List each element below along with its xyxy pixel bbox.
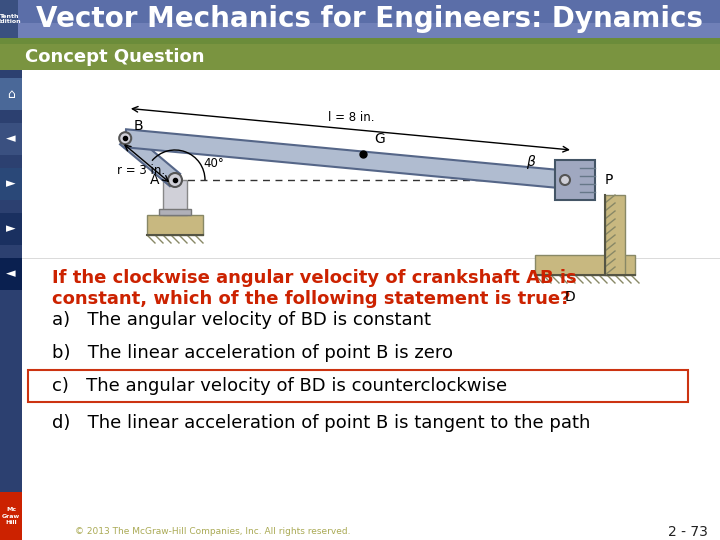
Text: Mc
Graw
Hill: Mc Graw Hill	[2, 507, 20, 525]
Text: c)   The angular velocity of BD is counterclockwise: c) The angular velocity of BD is counter…	[52, 377, 507, 395]
Bar	[605, 195, 625, 275]
Bar	[147, 215, 203, 235]
Text: © 2013 The McGraw-Hill Companies, Inc. All rights reserved.: © 2013 The McGraw-Hill Companies, Inc. A…	[75, 528, 351, 537]
Text: r = 3 in.: r = 3 in.	[117, 164, 165, 177]
Polygon shape	[125, 129, 571, 189]
Text: P: P	[605, 173, 613, 187]
Text: constant, which of the following statement is true?: constant, which of the following stateme…	[52, 290, 570, 308]
Bar	[22, 70, 720, 258]
Bar	[159, 209, 191, 215]
Text: b)   The linear acceleration of point B is zero: b) The linear acceleration of point B is…	[52, 344, 453, 362]
Text: If the clockwise angular velocity of crankshaft AB is: If the clockwise angular velocity of cra…	[52, 269, 577, 287]
Text: Tenth
Edition: Tenth Edition	[0, 14, 22, 24]
Bar	[535, 255, 635, 275]
Circle shape	[560, 175, 570, 185]
Text: G: G	[374, 132, 385, 146]
Bar	[0, 78, 22, 110]
Text: a)   The angular velocity of BD is constant: a) The angular velocity of BD is constan…	[52, 311, 431, 329]
Text: ◄: ◄	[6, 267, 16, 280]
Bar	[0, 0, 18, 38]
Polygon shape	[120, 132, 180, 186]
Text: l = 8 in.: l = 8 in.	[328, 111, 375, 124]
Bar	[0, 44, 720, 70]
Bar	[0, 123, 22, 155]
Text: ►: ►	[6, 222, 16, 235]
Bar	[0, 213, 22, 245]
Text: Vector Mechanics for Engineers: Dynamics: Vector Mechanics for Engineers: Dynamics	[37, 5, 703, 33]
Text: ◄: ◄	[6, 132, 16, 145]
Text: 40°: 40°	[203, 157, 224, 170]
Text: β: β	[526, 155, 534, 169]
Text: B: B	[133, 119, 143, 133]
FancyBboxPatch shape	[28, 370, 688, 402]
Text: A: A	[150, 173, 159, 187]
Bar	[0, 38, 720, 44]
Bar	[22, 258, 720, 540]
Text: D: D	[564, 290, 575, 304]
Text: ►: ►	[6, 178, 16, 191]
Text: Concept Question: Concept Question	[25, 48, 204, 66]
Bar	[163, 180, 187, 215]
Bar	[555, 160, 595, 200]
Bar	[0, 70, 22, 540]
Bar	[0, 23, 720, 38]
Bar	[0, 168, 22, 200]
Bar	[0, 492, 22, 540]
Circle shape	[120, 132, 131, 144]
Text: ⌂: ⌂	[7, 87, 15, 100]
Bar	[0, 258, 22, 290]
Text: d)   The linear acceleration of point B is tangent to the path: d) The linear acceleration of point B is…	[52, 414, 590, 432]
Circle shape	[168, 173, 182, 187]
Bar	[0, 0, 720, 38]
Text: 2 - 73: 2 - 73	[668, 525, 708, 539]
